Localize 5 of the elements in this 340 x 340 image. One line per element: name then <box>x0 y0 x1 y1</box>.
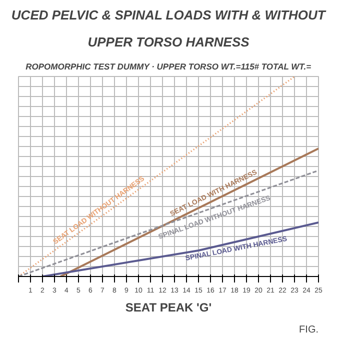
x-axis-title: SEAT PEAK 'G' <box>125 300 212 314</box>
chart-subtitle: UPPER TORSO HARNESS <box>88 34 250 50</box>
chart-title: UCED PELVIC & SPINAL LOADS WITH & WITHOUT <box>11 8 326 22</box>
text: ROPOMORPHIC TEST DUMMY · UPPER TORSO WT.=115# TOTAL WT.= <box>26 62 312 72</box>
text: FIG. <box>299 324 319 336</box>
